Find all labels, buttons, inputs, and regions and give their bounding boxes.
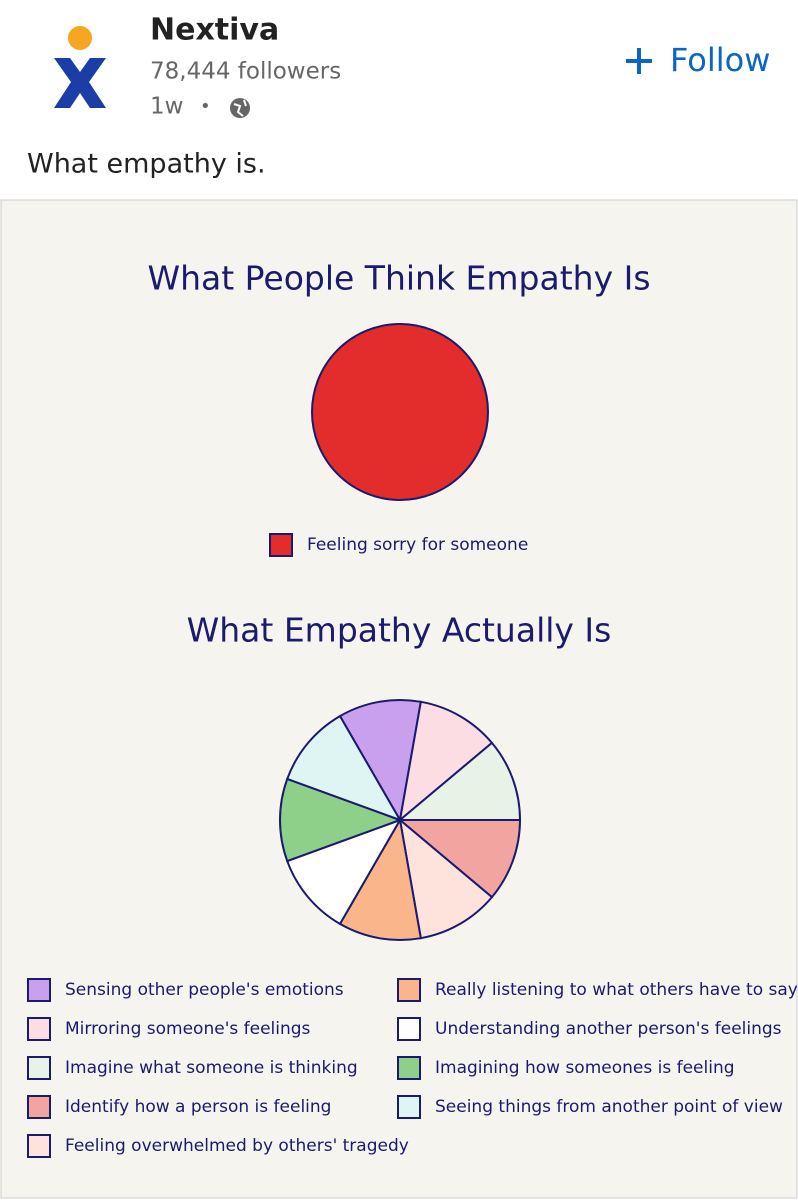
legend-label: Really listening to what others have to … [435, 980, 798, 1000]
follow-label[interactable]: Follow [670, 41, 770, 79]
legend-label: Feeling sorry for someone [307, 535, 528, 555]
age: 1w [150, 94, 183, 120]
legend-swatch [397, 1056, 421, 1080]
legend-label: Feeling overwhelmed by others' tragedy [65, 1136, 409, 1156]
legend-swatch [27, 978, 51, 1002]
legend-swatch [27, 1056, 51, 1080]
legend-label: Understanding another person's feelings [435, 1019, 782, 1039]
legend-swatch [397, 1017, 421, 1041]
separator: • [200, 96, 211, 117]
legend-label: Mirroring someone's feelings [65, 1019, 311, 1039]
pie-slice [279, 777, 403, 863]
pie-slice [338, 817, 422, 941]
pie-slice [397, 819, 522, 899]
pie-slice [285, 818, 403, 926]
pie-slice [398, 700, 494, 823]
legend-label: Imagine what someone is thinking [65, 1058, 358, 1078]
post-text: What empathy is. [27, 149, 266, 180]
logo-head [68, 26, 92, 50]
legend-swatch [269, 533, 293, 557]
legend-swatch [27, 1134, 51, 1158]
globe-icon [230, 98, 250, 118]
chart-title: What People Think Empathy Is [147, 259, 650, 298]
legend-swatch [397, 1095, 421, 1119]
author[interactable]: Nextiva [150, 13, 279, 48]
legend-swatch [397, 978, 421, 1002]
pie-slice [285, 714, 403, 822]
chart-title: What Empathy Actually Is [187, 611, 612, 650]
legend-label: Seeing things from another point of view [435, 1097, 783, 1117]
legend-swatch [27, 1095, 51, 1119]
pie-slice [398, 817, 494, 940]
legend-label: Sensing other people's emotions [65, 980, 344, 1000]
charts: What People Think Empathy Is Feeling sorr… [27, 259, 798, 1158]
logo-x [54, 58, 106, 108]
follow-button[interactable]: Follow [626, 41, 770, 79]
followers: 78,444 followers [150, 59, 341, 85]
pie-slice [311, 323, 489, 501]
legend-swatch [27, 1017, 51, 1041]
legend-label: Identify how a person is feeling [65, 1097, 331, 1117]
legend-label: Imagining how someones is feeling [435, 1058, 735, 1078]
pie-slice [397, 741, 522, 821]
pie-slice [338, 699, 422, 823]
